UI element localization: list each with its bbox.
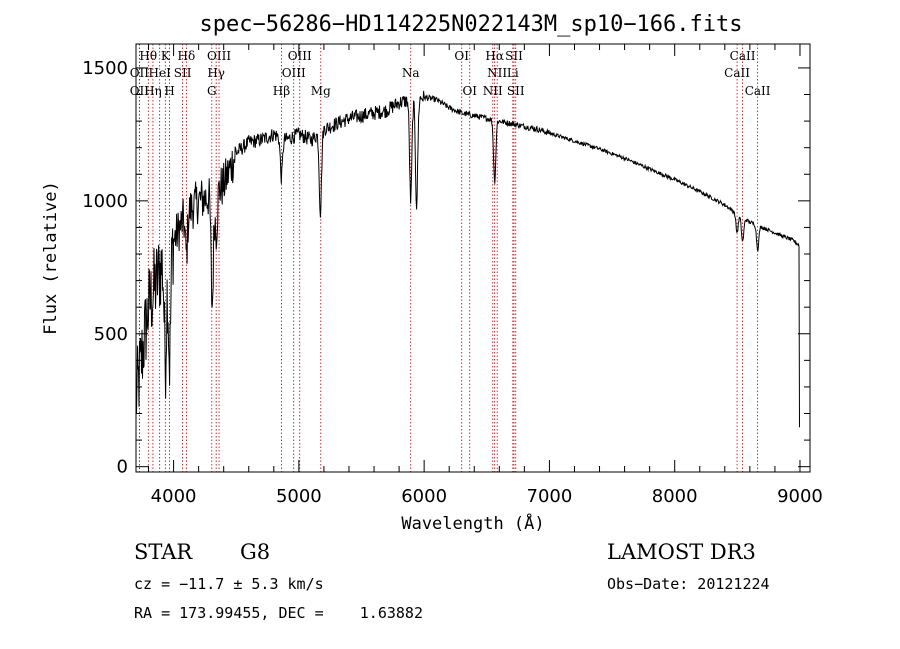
spectral-line-label: OIII: [207, 49, 231, 63]
spectral-line-label: SII: [505, 49, 523, 63]
spectral-line-label: Hδ: [178, 49, 196, 63]
x-tick-label: 7000: [527, 486, 573, 507]
y-axis-label: Flux (relative): [41, 181, 61, 335]
x-tick-label: 5000: [276, 486, 322, 507]
x-tick-label: 9000: [777, 486, 823, 507]
spectrum-line: [135, 90, 800, 428]
spectral-line-label: Hη: [144, 84, 162, 98]
y-tick-label: 1500: [82, 58, 128, 79]
spectral-line-label: OIII: [288, 49, 312, 63]
spectral-line-label: Hγ: [207, 66, 225, 80]
spectral-line-label: Li: [507, 66, 519, 80]
spectral-line-label: K: [161, 49, 171, 63]
x-tick-label: 6000: [401, 486, 447, 507]
spectral-line-label: OIII: [282, 66, 306, 80]
spectral-line-label: Na: [402, 66, 420, 80]
survey-name: LAMOST DR3: [607, 540, 756, 564]
object-class: STAR: [134, 540, 193, 564]
coordinates: RA = 173.99455, DEC = 1.63882: [134, 604, 423, 622]
plot-frame: [135, 43, 811, 473]
spectral-line-label: Hθ: [139, 49, 157, 63]
spectral-line-label: G: [207, 84, 217, 98]
spectral-line-markers: [138, 44, 759, 472]
redshift-cz: cz = −11.7 ± 5.3 km/s: [134, 575, 324, 593]
x-axis-label: Wavelength (Å): [401, 512, 544, 534]
y-tick-label: 0: [117, 457, 128, 478]
observation-date: Obs−Date: 20121224: [607, 575, 770, 593]
spectral-line-label: SII: [174, 66, 192, 80]
spectral-line-label: CaII: [745, 84, 771, 98]
y-tick-label: 500: [94, 324, 128, 345]
spectral-line-label: NII: [483, 84, 503, 98]
spectral-line-label: OI: [462, 84, 477, 98]
spectral-line-label: SII: [507, 84, 525, 98]
spectral-line-label: HeI: [149, 66, 172, 80]
x-axis-ticks: 4000 5000 6000 7000 8000 9000: [148, 44, 823, 507]
x-tick-label: 8000: [652, 486, 698, 507]
x-tick-label: 4000: [151, 486, 197, 507]
spectral-line-label: Mg: [311, 84, 331, 98]
spectral-line-label: OII: [130, 66, 150, 80]
object-subclass: G8: [240, 540, 271, 564]
spectral-line-label: NII: [487, 66, 507, 80]
spectral-line-label: OII: [130, 84, 150, 98]
chart-title: spec−56286−HD114225N022143M_sp10−166.fit…: [199, 12, 742, 37]
spectral-line-label: Hα: [485, 49, 504, 63]
y-axis-ticks: 0 500 1000 1500: [82, 58, 810, 478]
y-tick-label: 1000: [82, 191, 128, 212]
spectral-line-label: H: [164, 84, 174, 98]
spectral-line-label: CaII: [730, 49, 756, 63]
spectral-line-label: Hβ: [273, 84, 290, 98]
spectral-line-label: CaII: [724, 66, 750, 80]
spectral-line-label: OI: [454, 49, 469, 63]
